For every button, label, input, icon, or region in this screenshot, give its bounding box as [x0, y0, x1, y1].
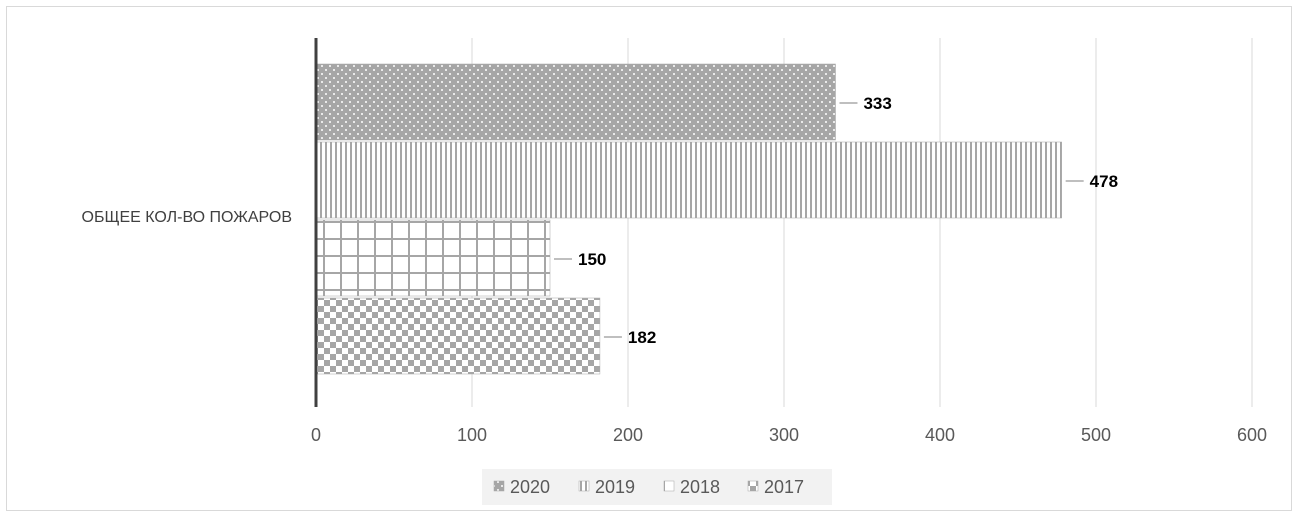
- bar-2018: [315, 219, 551, 297]
- x-tick-label: 600: [1237, 425, 1267, 445]
- legend-swatch-2020: [493, 480, 505, 492]
- data-label-2018: 150: [578, 250, 606, 269]
- legend-label-2017: 2017: [764, 477, 804, 497]
- legend-swatch-2017: [747, 480, 759, 492]
- x-tick-label: 400: [925, 425, 955, 445]
- data-labels: 333 478 150 182: [554, 94, 1118, 347]
- category-label: ОБЩЕЕ КОЛ-ВО ПОЖАРОВ: [82, 209, 292, 226]
- data-label-2019: 478: [1090, 172, 1118, 191]
- bars: [315, 63, 1062, 375]
- axes: 0 100 200 300 400 500 600 ОБЩЕЕ КОЛ-ВО ПОЖАРОВ: [82, 38, 1267, 445]
- legend-swatch-2019: [578, 480, 590, 492]
- legend-label-2018: 2018: [680, 477, 720, 497]
- x-tick-label: 100: [457, 425, 487, 445]
- bar-2019: [315, 141, 1062, 219]
- legend-swatch-2018: [663, 480, 675, 492]
- x-tick-label: 500: [1081, 425, 1111, 445]
- legend-label-2019: 2019: [595, 477, 635, 497]
- x-tick-label: 200: [613, 425, 643, 445]
- legend-label-2020: 2020: [510, 477, 550, 497]
- data-label-2020: 333: [863, 94, 891, 113]
- bar-2017: [315, 297, 601, 375]
- x-tick-label: 300: [769, 425, 799, 445]
- bar-2020: [315, 63, 836, 141]
- data-label-2017: 182: [628, 328, 656, 347]
- x-tick-label: 0: [311, 425, 321, 445]
- legend-box: [482, 469, 832, 505]
- legend: 2020 2019 2018 2017: [482, 469, 832, 505]
